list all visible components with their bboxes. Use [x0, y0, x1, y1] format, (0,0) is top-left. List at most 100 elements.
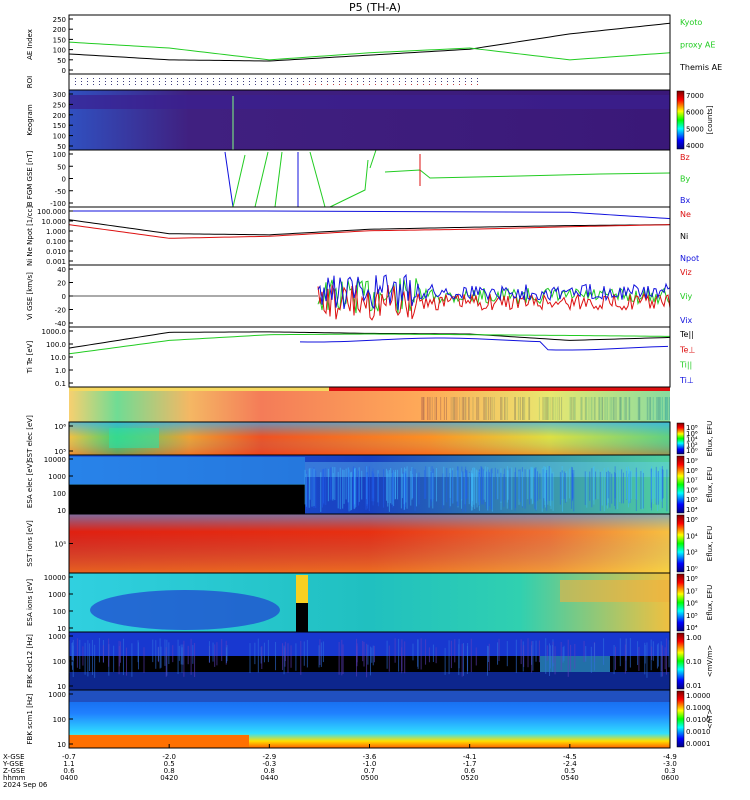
xtick-y: -1.0 [363, 760, 377, 768]
temperature-series-ti-- [68, 333, 671, 355]
bfgm-by-3 [274, 151, 283, 208]
roi-dot [183, 81, 184, 82]
roi-dot [147, 78, 148, 79]
roi-dot [213, 78, 214, 79]
roi-dot [399, 84, 400, 85]
bfgm-bx-1 [224, 151, 234, 208]
roi-dot [255, 84, 256, 85]
roi-dot [429, 84, 430, 85]
roi-dot [363, 84, 364, 85]
ytick-label: 300 [53, 91, 66, 99]
legend-density: Ni [680, 232, 688, 241]
temperature-series-te-- [68, 331, 671, 349]
ytick-label: 150 [53, 122, 66, 130]
xtick-x: -4.5 [563, 753, 577, 761]
roi-dot [447, 78, 448, 79]
roi-dot [309, 84, 310, 85]
roi-dot [153, 78, 154, 79]
density-series-ne [68, 224, 671, 239]
legend-velocity: Viz [680, 268, 692, 277]
ytick-label: 100 [53, 47, 66, 55]
roi-dot [99, 78, 100, 79]
legend-velocity: Viy [680, 292, 693, 301]
roi-dot [399, 78, 400, 79]
sst-elec-upper [69, 391, 670, 422]
colorbar-tick: 0.0010 [686, 728, 711, 736]
ylabel-esa_e: ESA elec [eV] [26, 461, 34, 508]
xtick-z: 0.6 [63, 767, 75, 775]
ytick-label: 100.000 [37, 208, 66, 216]
roi-dot [225, 81, 226, 82]
colorbar-tick: 10⁶ [686, 516, 698, 524]
esa-elec-gap [69, 484, 305, 514]
roi-dot [327, 78, 328, 79]
roi-dot [381, 78, 382, 79]
ytick-label: 1000 [48, 473, 66, 481]
ytick-label: -50 [55, 188, 66, 196]
roi-dot [417, 78, 418, 79]
sst-elec-overlay [69, 422, 670, 455]
roi-dot [435, 78, 436, 79]
ytick-label: -40 [55, 320, 66, 328]
xtick-x: -4.9 [663, 753, 677, 761]
ytick-label: 100 [53, 490, 66, 498]
ytick-label: 250 [53, 101, 66, 109]
colorbar-tick: 7000 [686, 92, 704, 100]
roi-dot [75, 78, 76, 79]
colorbar-fbk_b [676, 690, 685, 748]
roi-dot [285, 81, 286, 82]
roi-dot [87, 81, 88, 82]
roi-dot [411, 78, 412, 79]
roi-dot [129, 84, 130, 85]
keogram-top-band [69, 95, 670, 109]
vel-series [317, 278, 671, 314]
colorbar-tick: 5000 [686, 125, 704, 133]
ytick-label: 100 [53, 716, 66, 724]
xtick-t: 0540 [561, 774, 579, 782]
roi-dot [189, 78, 190, 79]
ylabel-ae: AE Index [26, 29, 34, 60]
roi-dot [93, 81, 94, 82]
ae-series-proxy-ae [68, 41, 671, 61]
esa-ion-gap [296, 603, 308, 632]
xtick-t: 0420 [160, 774, 178, 782]
roi-dot [219, 78, 220, 79]
roi-dot [333, 84, 334, 85]
ytick-label: 10 [57, 683, 66, 691]
roi-dot [99, 84, 100, 85]
roi-dot [129, 78, 130, 79]
legend-temperature: Te|| [679, 330, 694, 339]
roi-dot [303, 78, 304, 79]
vel-series [317, 284, 671, 321]
ytick-label: 1000 [48, 591, 66, 599]
roi-dot [171, 78, 172, 79]
colorbar-label: Eflux, EFU [706, 421, 714, 456]
roi-dot [297, 81, 298, 82]
roi-dot [117, 84, 118, 85]
colorbar-fbk_e [676, 632, 685, 690]
ytick-label: 0 [62, 293, 66, 301]
ytick-label: 200 [53, 112, 66, 120]
roi-dot [111, 81, 112, 82]
roi-dot [75, 81, 76, 82]
colorbar-tick: 4000 [686, 142, 704, 150]
ytick-label: 10 [57, 625, 66, 633]
roi-dot [465, 81, 466, 82]
xtick-y: 1.1 [63, 760, 74, 768]
roi-dot [459, 84, 460, 85]
mode-bar-fast [69, 387, 329, 391]
roi-dot [243, 84, 244, 85]
roi-dot [399, 81, 400, 82]
ytick-label: 0 [62, 67, 66, 75]
ytick-label: 100 [53, 151, 66, 159]
colorbar-sst_i [676, 514, 685, 573]
colorbar-tick: 6000 [686, 109, 704, 117]
roi-dot [273, 81, 274, 82]
ytick-label: 100 [53, 133, 66, 141]
roi-dot [231, 78, 232, 79]
roi-dot [393, 78, 394, 79]
colorbar-tick: 0.10 [686, 658, 702, 666]
colorbar-tick: 0.0100 [686, 716, 711, 724]
roi-dot [237, 81, 238, 82]
